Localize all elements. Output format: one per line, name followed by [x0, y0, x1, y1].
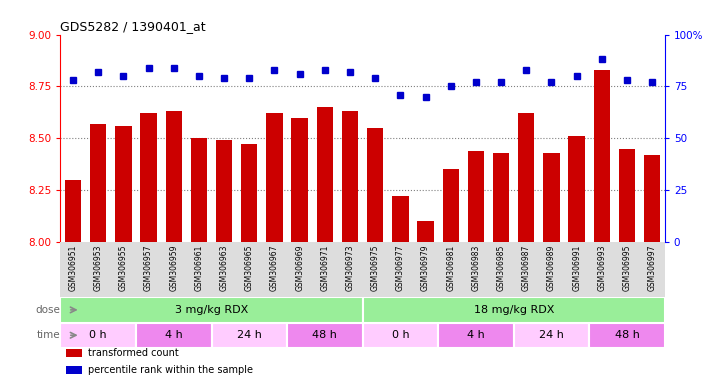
Bar — [241, 144, 257, 242]
Bar — [60, 323, 136, 348]
Text: GSM306979: GSM306979 — [421, 245, 430, 291]
Text: 24 h: 24 h — [539, 330, 564, 340]
Text: 3 mg/kg RDX: 3 mg/kg RDX — [175, 305, 248, 315]
Bar — [90, 124, 107, 242]
Bar — [140, 113, 156, 242]
Text: GSM306983: GSM306983 — [471, 245, 481, 291]
Text: GSM306993: GSM306993 — [597, 245, 606, 291]
Text: GSM306961: GSM306961 — [194, 245, 203, 291]
Bar — [493, 153, 509, 242]
Text: GSM306985: GSM306985 — [496, 245, 506, 291]
Text: GSM306973: GSM306973 — [346, 245, 355, 291]
Bar — [619, 149, 635, 242]
Text: 48 h: 48 h — [312, 330, 337, 340]
Text: dose: dose — [36, 305, 60, 315]
Text: 48 h: 48 h — [614, 330, 639, 340]
Text: GSM306951: GSM306951 — [68, 245, 77, 291]
Text: 4 h: 4 h — [165, 330, 183, 340]
Bar — [267, 113, 283, 242]
Text: 4 h: 4 h — [467, 330, 485, 340]
Bar — [594, 70, 610, 242]
Bar — [514, 323, 589, 348]
Bar — [67, 349, 82, 357]
Text: GSM306965: GSM306965 — [245, 245, 254, 291]
Text: GSM306997: GSM306997 — [648, 245, 657, 291]
Text: GSM306991: GSM306991 — [572, 245, 581, 291]
Bar — [392, 196, 409, 242]
Text: 18 mg/kg RDX: 18 mg/kg RDX — [474, 305, 554, 315]
Text: GSM306967: GSM306967 — [270, 245, 279, 291]
Bar — [644, 155, 661, 242]
Bar — [60, 297, 363, 323]
Bar — [438, 323, 514, 348]
Text: GSM306975: GSM306975 — [370, 245, 380, 291]
Text: GSM306971: GSM306971 — [321, 245, 329, 291]
Text: GSM306977: GSM306977 — [396, 245, 405, 291]
Text: GSM306963: GSM306963 — [220, 245, 229, 291]
Bar — [136, 323, 212, 348]
Bar — [216, 140, 232, 242]
Text: 24 h: 24 h — [237, 330, 262, 340]
Text: GSM306957: GSM306957 — [144, 245, 153, 291]
Bar — [518, 113, 535, 242]
Bar — [569, 136, 585, 242]
Text: transformed count: transformed count — [87, 348, 178, 358]
Bar — [65, 180, 81, 242]
Text: GSM306981: GSM306981 — [447, 245, 455, 291]
Bar — [442, 169, 459, 242]
Text: GSM306959: GSM306959 — [169, 245, 178, 291]
Text: GSM306953: GSM306953 — [94, 245, 102, 291]
Text: GSM306969: GSM306969 — [295, 245, 304, 291]
Text: GDS5282 / 1390401_at: GDS5282 / 1390401_at — [60, 20, 206, 33]
Bar — [342, 111, 358, 242]
Bar — [316, 107, 333, 242]
Text: GSM306995: GSM306995 — [623, 245, 631, 291]
Bar — [115, 126, 132, 242]
Bar — [363, 323, 438, 348]
Text: GSM306987: GSM306987 — [522, 245, 531, 291]
Bar — [417, 221, 434, 242]
Bar — [468, 151, 484, 242]
Text: GSM306989: GSM306989 — [547, 245, 556, 291]
Bar — [367, 128, 383, 242]
Text: percentile rank within the sample: percentile rank within the sample — [87, 366, 252, 376]
Bar — [67, 366, 82, 374]
Bar — [363, 297, 665, 323]
Bar — [589, 323, 665, 348]
Bar — [287, 323, 363, 348]
Text: GSM306955: GSM306955 — [119, 245, 128, 291]
Bar — [292, 118, 308, 242]
Bar — [543, 153, 560, 242]
Bar — [166, 111, 182, 242]
Bar — [191, 138, 207, 242]
Text: time: time — [37, 330, 60, 340]
Bar — [212, 323, 287, 348]
Text: 0 h: 0 h — [392, 330, 410, 340]
Text: 0 h: 0 h — [90, 330, 107, 340]
